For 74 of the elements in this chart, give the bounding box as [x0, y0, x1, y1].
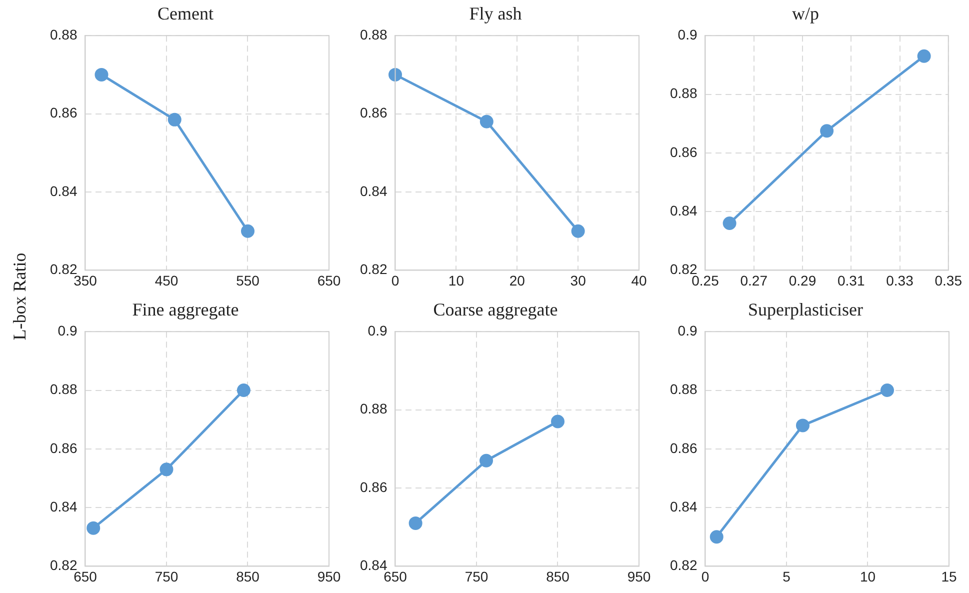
y-tick-label: 0.86 [360, 104, 388, 121]
y-tick-label: 0.82 [360, 261, 388, 278]
chart-title: Cement [158, 4, 214, 24]
x-tick-label: 950 [627, 568, 651, 584]
y-tick-label: 0.88 [50, 26, 78, 42]
x-tick-label: 0 [701, 568, 710, 584]
x-tick-label: 0.27 [740, 272, 768, 288]
y-axis-title: L-box Ratio [9, 252, 30, 340]
point [480, 454, 493, 468]
point [917, 49, 931, 63]
chart-title: Superplasticiser [748, 300, 863, 320]
x-tick-label: 40 [631, 272, 647, 288]
y-tick-label: 0.88 [670, 381, 698, 398]
point [551, 414, 564, 428]
point [722, 216, 736, 230]
point [820, 124, 834, 138]
y-tick-label: 0.9 [58, 322, 78, 338]
x-tick-label: 10 [860, 568, 876, 584]
y-tick-label: 0.84 [670, 202, 698, 218]
y-tick-label: 0.84 [360, 182, 388, 199]
point [880, 384, 894, 397]
chart-title: Fly ash [469, 4, 522, 24]
x-tick-label: 0.29 [788, 272, 816, 288]
x-tick-label: 650 [317, 272, 341, 288]
y-tick-label: 0.84 [50, 182, 78, 199]
y-tick-label: 0.86 [670, 440, 698, 456]
y-tick-label: 0.84 [50, 498, 78, 514]
y-tick-label: 0.86 [50, 440, 78, 456]
x-tick-label: 15 [941, 568, 957, 584]
point [168, 112, 182, 126]
x-tick-label: 850 [236, 568, 260, 584]
x-tick-label: 0 [391, 272, 400, 288]
x-tick-label: 5 [782, 568, 791, 584]
chart-title: Coarse aggregate [433, 300, 558, 320]
x-tick-label: 550 [236, 272, 260, 288]
x-tick-label: 0.35 [934, 272, 962, 288]
y-tick-label: 0.86 [670, 144, 698, 160]
point [480, 114, 494, 128]
x-tick-label: 10 [448, 272, 464, 288]
x-tick-label: 650 [384, 568, 408, 584]
point [241, 224, 254, 238]
x-tick-label: 350 [74, 272, 98, 288]
point [160, 462, 174, 476]
x-tick-label: 650 [74, 568, 98, 584]
y-tick-label: 0.86 [50, 104, 78, 121]
y-tick-label: 0.9 [368, 322, 388, 338]
x-tick-label: 850 [546, 568, 570, 584]
x-tick-label: 750 [464, 568, 488, 584]
point [236, 384, 250, 397]
y-tick-label: 0.82 [670, 557, 698, 574]
y-tick-label: 0.88 [50, 381, 78, 398]
chart-title: w/p [792, 4, 819, 24]
y-tick-label: 0.88 [670, 85, 698, 102]
x-tick-label: 0.31 [838, 272, 865, 288]
chart-title: Fine aggregate [132, 300, 239, 320]
point [388, 68, 402, 82]
x-tick-label: 950 [317, 568, 341, 584]
y-tick-label: 0.86 [360, 478, 388, 495]
x-tick-label: 20 [509, 272, 526, 288]
x-tick-label: 30 [570, 272, 586, 288]
y-tick-label: 0.84 [670, 498, 698, 514]
point [408, 516, 422, 530]
x-tick-label: 450 [154, 272, 178, 288]
y-tick-label: 0.9 [678, 26, 698, 42]
point [710, 530, 724, 544]
point [796, 418, 810, 432]
point [571, 224, 585, 238]
y-tick-label: 0.9 [678, 322, 698, 338]
x-tick-label: 0.33 [886, 272, 914, 288]
y-tick-label: 0.88 [360, 26, 388, 42]
x-tick-label: 750 [154, 568, 178, 584]
point [94, 68, 108, 82]
y-tick-label: 0.88 [360, 400, 388, 417]
point [86, 521, 100, 535]
